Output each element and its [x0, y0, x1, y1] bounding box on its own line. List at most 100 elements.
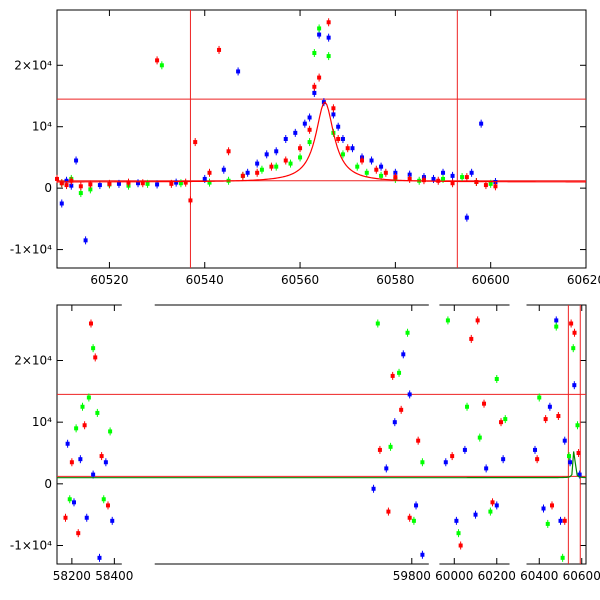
- data-point: [312, 51, 317, 55]
- data-point: [407, 392, 412, 397]
- data-point: [407, 172, 412, 177]
- data-point: [255, 170, 260, 175]
- data-point: [494, 503, 499, 508]
- y-tick-label: 2×10⁴: [14, 354, 52, 368]
- data-point: [283, 137, 288, 141]
- data-point: [340, 137, 345, 141]
- data-point: [221, 167, 226, 172]
- data-point: [547, 404, 552, 409]
- data-point: [464, 215, 469, 220]
- data-point: [575, 423, 580, 428]
- data-point: [350, 146, 355, 151]
- data-point: [562, 438, 567, 443]
- data-point: [554, 324, 559, 329]
- plot-frame: [56, 304, 587, 565]
- data-point: [420, 552, 425, 557]
- data-point: [503, 417, 508, 422]
- data-point: [462, 447, 467, 452]
- data-point: [379, 173, 384, 178]
- data-point: [393, 175, 398, 180]
- data-point: [105, 503, 110, 508]
- data-point: [63, 515, 68, 520]
- y-tick-label: 2×10⁴: [14, 58, 52, 72]
- data-point: [331, 112, 336, 117]
- data-point: [69, 183, 74, 188]
- data-point: [293, 130, 298, 135]
- data-point: [456, 531, 461, 536]
- data-point: [479, 121, 484, 126]
- data-point: [405, 330, 410, 335]
- data-point: [74, 426, 79, 431]
- chart-2: 2×10⁴ 10⁴ 0 -1×10⁴ 58200 58400 59800 60000 60200…: [10, 303, 600, 583]
- data-point: [336, 124, 341, 129]
- data-point: [126, 180, 131, 185]
- data-point: [140, 181, 145, 186]
- data-point: [392, 420, 397, 425]
- data-point: [445, 318, 450, 323]
- data-point: [414, 503, 419, 508]
- data-point: [490, 500, 495, 505]
- data-point: [97, 555, 102, 560]
- data-point: [572, 383, 577, 388]
- data-point: [264, 152, 269, 157]
- data-point: [475, 318, 480, 323]
- data-point: [69, 178, 74, 183]
- data-point: [443, 460, 448, 465]
- data-point: [321, 100, 326, 105]
- data-point: [78, 191, 83, 196]
- data-point: [307, 115, 312, 120]
- data-point: [377, 447, 382, 452]
- data-point: [533, 447, 538, 452]
- data-point: [155, 182, 160, 187]
- data-point: [460, 175, 465, 180]
- data-point: [567, 454, 572, 459]
- data-point: [95, 410, 100, 415]
- data-point: [307, 127, 312, 132]
- data-point: [464, 175, 469, 180]
- x-tick-label: 60400: [520, 569, 558, 583]
- data-point: [554, 318, 559, 323]
- data-point: [326, 54, 331, 59]
- data-point: [101, 497, 106, 502]
- data-point: [67, 497, 72, 502]
- model-curve: [56, 101, 586, 183]
- data-point: [331, 106, 336, 111]
- data-point: [178, 181, 183, 186]
- data-point: [450, 454, 455, 459]
- data-point: [65, 441, 70, 446]
- data-point: [499, 420, 504, 425]
- data-point: [217, 47, 222, 52]
- data-point: [416, 438, 421, 443]
- data-point: [226, 149, 231, 154]
- data-point: [84, 515, 89, 520]
- data-point: [541, 506, 546, 511]
- data-point: [420, 460, 425, 465]
- data-point: [560, 555, 565, 560]
- data-point: [484, 466, 489, 471]
- data-point: [473, 512, 478, 517]
- y-tick-label: -1×10⁴: [10, 539, 52, 553]
- data-point: [371, 486, 376, 491]
- data-point: [558, 518, 563, 523]
- data-point: [312, 84, 317, 89]
- data-point: [421, 178, 426, 183]
- data-point: [207, 170, 212, 175]
- data-point: [288, 161, 293, 166]
- data-point: [345, 146, 350, 151]
- data-point: [269, 164, 274, 169]
- x-tick-label: 60520: [90, 273, 128, 287]
- data-point: [116, 181, 121, 186]
- data-point: [535, 457, 540, 462]
- data-point: [202, 176, 207, 181]
- data-point: [174, 180, 179, 185]
- data-point: [441, 170, 446, 175]
- data-point: [88, 321, 93, 326]
- data-point: [379, 164, 384, 169]
- x-tick-label: 58400: [95, 569, 133, 583]
- data-point: [384, 466, 389, 471]
- data-point: [159, 63, 164, 68]
- model-curve: [57, 451, 587, 479]
- data-point: [298, 155, 303, 160]
- x-tick-label: 60600: [563, 569, 600, 583]
- data-point: [169, 181, 174, 186]
